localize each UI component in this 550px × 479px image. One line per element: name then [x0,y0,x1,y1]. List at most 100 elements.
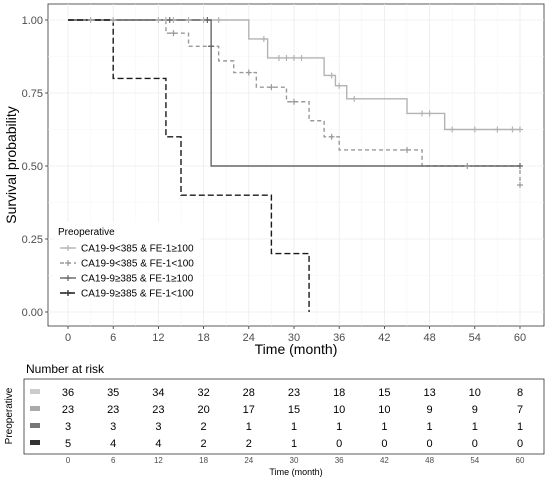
km-curve-4 [68,19,310,312]
censor-mark [404,146,410,153]
censor-mark [328,133,335,140]
x-tick-label: 30 [288,332,300,344]
censor-mark [351,95,358,102]
x-tick-label: 6 [110,332,116,344]
risk-row: 36 35 34 32 28 23 18 15 13 10 8 [30,387,523,399]
legend-label: CA19-9<385 & FE-1<100 [81,259,194,270]
y-tick-label: 0.25 [22,234,43,246]
legend-item: CA19-9≥385 & FE-1<100 [60,289,194,300]
risk-x-tick-label: 18 [199,456,208,465]
risk-cell: 23 [288,387,300,399]
risk-cell: 3 [110,421,116,433]
risk-row-swatch [30,423,40,428]
risk-cell: 4 [155,438,161,450]
risk-cell: 2 [201,438,207,450]
x-axis-title: Time (month) [255,341,338,357]
legend-item: CA19-9≥385 & FE-1≥100 [60,274,194,285]
censor-mark [110,17,117,23]
legend-item: CA19-9<385 & FE-1≥100 [60,244,194,255]
censor-mark [260,35,267,42]
legend-label: CA19-9≥385 & FE-1<100 [81,289,194,300]
km-curve-2 [68,19,521,185]
risk-cell: 23 [62,404,74,416]
risk-cell: 2 [201,421,207,433]
risk-x-tick-label: 60 [516,456,525,465]
x-tick-label: 0 [65,332,71,344]
censor-mark [170,30,177,37]
risk-cell: 1 [517,421,523,433]
censor-mark [298,54,305,61]
censor-mark [419,110,426,117]
risk-cell: 10 [469,387,481,399]
risk-x-tick-label: 24 [244,456,253,465]
x-tick-label: 48 [423,332,435,344]
survival-chart: 0 6 12 18 24 30 36 42 48 54 60 0.00 0.25 0.50 0.75 1.0… [3,3,545,357]
legend: Preoperative CA19-9<385 & FE-1≥100CA19-9… [54,222,200,300]
risk-x-tick-label: 42 [380,456,389,465]
x-tick-label: 24 [243,332,255,344]
risk-row-swatch [30,440,40,445]
censor-mark [283,54,290,61]
risk-cell: 28 [243,387,255,399]
risk-cell: 17 [243,404,255,416]
censor-mark [208,43,215,50]
risk-cell: 0 [381,438,387,450]
risk-row: 5 4 4 2 2 1 0 0 0 0 0 [30,438,523,450]
x-tick-label: 36 [333,332,345,344]
risk-cell: 1 [381,421,387,433]
risk-cell: 23 [107,404,119,416]
legend-items: CA19-9<385 & FE-1≥100 CA19-9<385 & FE-1<1… [60,244,194,300]
censor-mark [275,54,282,61]
risk-table-xlabel: Time (month) [269,467,322,477]
legend-label: CA19-9<385 & FE-1≥100 [81,244,194,255]
risk-row-swatch [30,389,40,394]
censor-mark [471,126,478,133]
risk-cell: 1 [336,421,342,433]
censor-mark [517,163,523,169]
y-axis-title: Survival probability [3,106,19,224]
risk-x-tick-label: 6 [111,456,116,465]
censor-mark [204,17,211,23]
censor-mark [155,17,162,23]
risk-cell: 9 [472,404,478,416]
y-tick-label: 0.00 [22,307,43,319]
x-tick-label: 18 [197,332,209,344]
risk-cell: 15 [378,387,390,399]
legend-censor-mark [65,275,71,281]
censor-mark [291,54,297,61]
legend-censor-mark [65,245,71,251]
risk-cell: 18 [333,387,345,399]
censor-mark [185,17,192,23]
censor-mark [87,17,94,23]
legend-censor-mark [65,290,71,296]
y-tick-label: 1.00 [22,15,43,27]
censor-marks [87,17,523,188]
censor-mark [449,126,456,133]
risk-cell: 10 [378,404,390,416]
risk-x-tick-label: 48 [425,456,434,465]
censor-mark [166,17,173,23]
risk-cell: 15 [288,404,300,416]
legend-item: CA19-9<385 & FE-1<100 [60,259,194,270]
legend-label: CA19-9≥385 & FE-1≥100 [81,274,194,285]
legend-box [54,222,200,298]
censor-mark [517,181,523,188]
risk-table: Number at risk Preoperative 36 35 34 32 28 23… [4,362,545,477]
risk-row-swatch [30,406,40,411]
x-axis-ticks: 0 6 12 18 24 30 36 42 48 54 60 [65,326,526,344]
risk-cell: 20 [197,404,209,416]
risk-cell: 5 [65,438,71,450]
y-axis-ticks: 0.00 0.25 0.50 0.75 1.00 [22,15,48,319]
risk-cell: 1 [291,438,297,450]
risk-cell: 1 [246,421,252,433]
x-tick-label: 12 [152,332,164,344]
censor-mark [426,110,433,117]
risk-cell: 0 [472,438,478,450]
risk-x-tick-label: 12 [154,456,163,465]
censor-mark [245,69,252,76]
censor-mark [215,17,222,23]
risk-cell: 23 [152,404,164,416]
risk-x-ticks: 0 6 12 18 24 30 36 42 48 54 60 [66,456,525,465]
risk-cell: 10 [333,404,345,416]
risk-cell: 34 [152,387,164,399]
